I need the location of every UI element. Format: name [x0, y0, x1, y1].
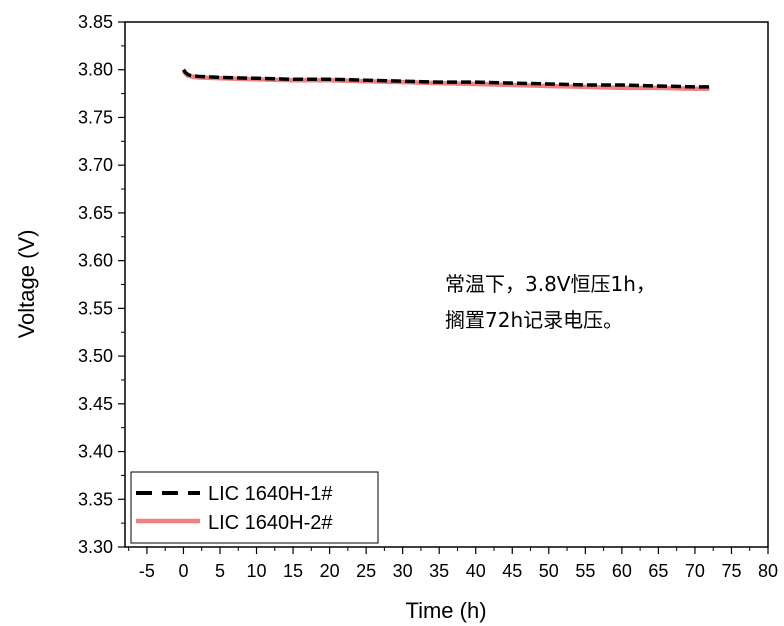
x-axis: -5 0 5 10 15 20 25 30 35 40 45 50 55 60 65 70 75 80 [128, 547, 778, 581]
y-tick-label: 3.35 [78, 489, 113, 509]
y-tick-label: 3.70 [78, 155, 113, 175]
x-tick-label: 55 [575, 561, 595, 581]
series-layer [181, 68, 710, 92]
x-axis-title: Time (h) [405, 598, 486, 623]
x-tick-label: 80 [758, 561, 778, 581]
x-tick-label: 15 [283, 561, 303, 581]
series-line-1 [182, 68, 710, 89]
x-tick-label: 35 [429, 561, 449, 581]
legend-box [130, 471, 379, 544]
x-tick-label: 40 [466, 561, 486, 581]
legend-label-series-1: LIC 1640H-1# [208, 483, 333, 505]
annotation-line-1: 常温下，3.8V恒压1h， [445, 272, 656, 296]
y-tick-label: 3.50 [78, 346, 113, 366]
legend: LIC 1640H-1# LIC 1640H-2# [130, 471, 379, 544]
y-tick-label: 3.80 [78, 60, 113, 80]
annotation-line-2: 搁置72h记录电压。 [445, 308, 623, 332]
y-tick-label: 3.60 [78, 251, 113, 271]
x-tick-label: 65 [648, 561, 668, 581]
x-tick-label: 25 [356, 561, 376, 581]
x-tick-label: -5 [139, 561, 155, 581]
x-tick-label: 30 [393, 561, 413, 581]
x-tick-label: 75 [721, 561, 741, 581]
y-axis-title: Voltage (V) [14, 230, 39, 339]
x-tick-label: 0 [178, 561, 188, 581]
y-tick-label: 3.45 [78, 394, 113, 414]
x-tick-label: 70 [685, 561, 705, 581]
y-tick-label: 3.75 [78, 107, 113, 127]
legend-label-series-2: LIC 1640H-2# [208, 512, 333, 534]
y-tick-label: 3.65 [78, 203, 113, 223]
y-tick-label: 3.85 [78, 12, 113, 32]
y-axis: 3.30 3.35 3.40 3.45 3.50 3.55 3.60 3.65 3.70 3.75… [78, 12, 125, 557]
x-tick-label: 20 [320, 561, 340, 581]
x-tick-label: 5 [215, 561, 225, 581]
x-tick-label: 60 [612, 561, 632, 581]
y-tick-label: 3.40 [78, 442, 113, 462]
x-tick-label: 50 [539, 561, 559, 581]
x-tick-label: 45 [502, 561, 522, 581]
y-tick-label: 3.30 [78, 537, 113, 557]
y-tick-label: 3.55 [78, 298, 113, 318]
x-tick-label: 10 [247, 561, 267, 581]
